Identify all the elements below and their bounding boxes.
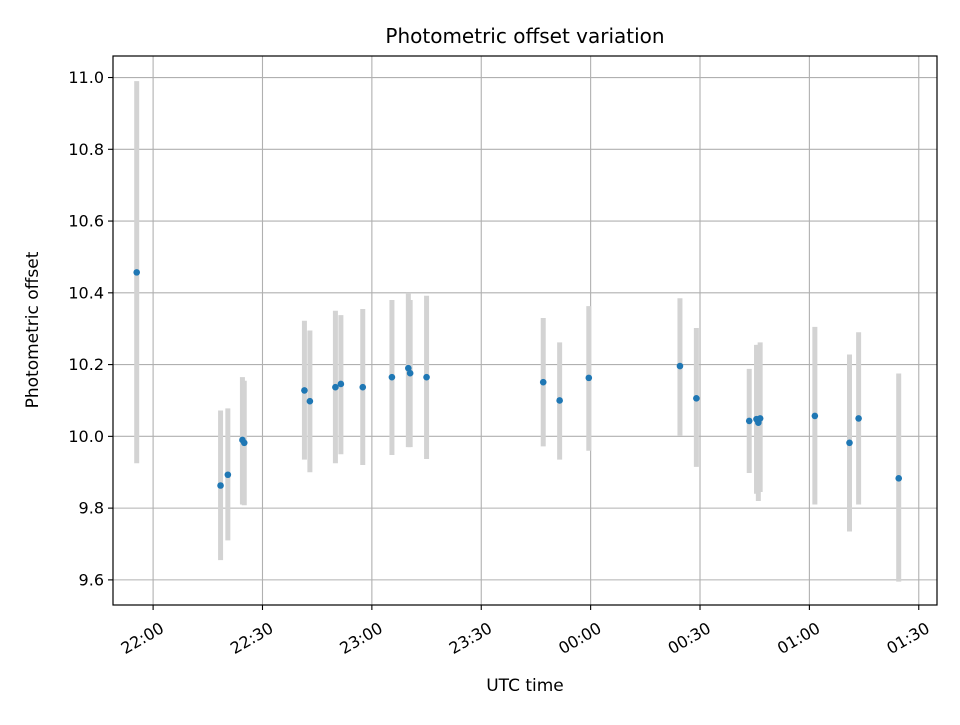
data-point [585, 374, 593, 382]
y-tick-label: 11.0 [68, 68, 104, 87]
data-point [359, 383, 367, 391]
y-tick-label: 10.8 [68, 140, 104, 159]
data-point [676, 362, 684, 370]
data-point [895, 475, 903, 482]
y-tick-label: 10.2 [68, 355, 104, 374]
data-point [406, 369, 414, 377]
data-point [693, 395, 700, 402]
data-point [301, 387, 308, 394]
data-point [133, 269, 140, 276]
data-point [224, 471, 232, 479]
y-tick-label: 9.6 [79, 570, 104, 589]
y-tick-label: 10.6 [68, 212, 104, 231]
data-point [240, 439, 248, 447]
data-point [539, 378, 547, 386]
grid-lines [113, 56, 937, 605]
data-point [405, 364, 412, 372]
data-point [811, 412, 819, 420]
data-point [423, 373, 430, 381]
data-point [556, 397, 563, 404]
x-axis-label: UTC time [486, 676, 564, 696]
y-tick-label: 10.4 [68, 283, 104, 302]
data-point [217, 482, 224, 489]
y-axis-ticks: 9.6 9.8 10.0 10.2 10.4 10.6 10.8 11.0 [68, 68, 113, 589]
y-axis-label: Photometric offset [23, 251, 43, 408]
y-tick-label: 9.8 [79, 499, 104, 518]
data-point [332, 383, 339, 391]
data-point [306, 397, 314, 405]
data-point [846, 439, 853, 447]
data-points [133, 269, 903, 489]
data-point [745, 417, 753, 425]
plot-frame [112, 55, 938, 606]
chart-title: Photometric offset variation [385, 24, 664, 48]
data-point [756, 415, 764, 422]
data-point [855, 415, 862, 422]
data-point [388, 373, 396, 381]
data-point [337, 380, 345, 388]
y-tick-label: 10.0 [68, 427, 104, 446]
